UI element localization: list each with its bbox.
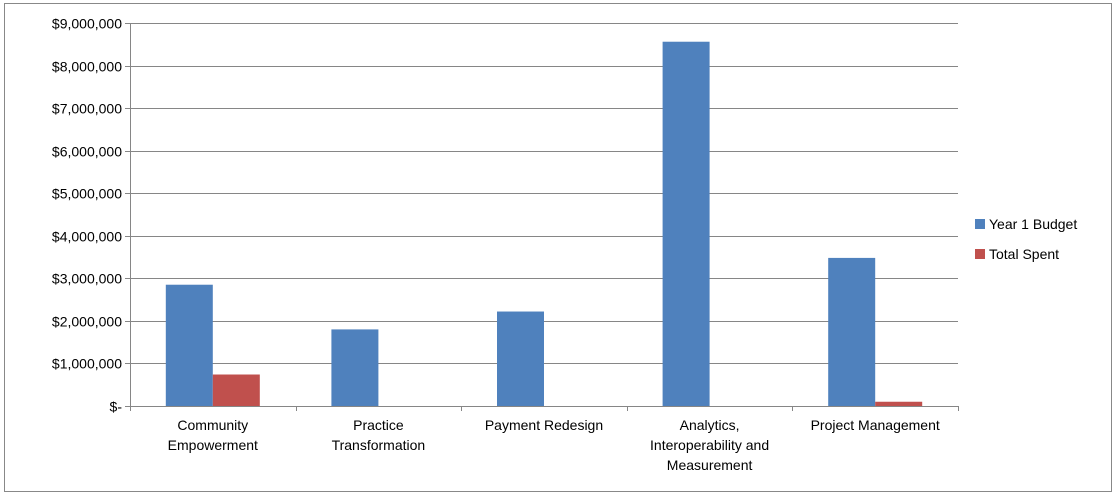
- legend-label: Year 1 Budget: [989, 216, 1077, 232]
- legend-label: Total Spent: [989, 246, 1059, 262]
- x-category-label: Project Management: [811, 417, 940, 433]
- x-category-label-line: Transformation: [332, 437, 426, 453]
- x-category-label: Payment Redesign: [485, 417, 603, 433]
- y-tick-label: $8,000,000: [52, 59, 122, 75]
- y-tick-label: $7,000,000: [52, 101, 122, 117]
- x-category-label-line: Analytics,: [680, 417, 740, 433]
- bar: [165, 284, 213, 406]
- x-category-label-line: Practice: [353, 417, 404, 433]
- y-axis: $- $1,000,000 $2,000,000 $3,000,000 $4,000,0…: [52, 16, 131, 415]
- x-category-label-line: Payment Redesign: [485, 417, 603, 433]
- x-category-label-line: Empowerment: [168, 437, 258, 453]
- y-tick-label: $4,000,000: [52, 229, 122, 245]
- y-tick-label: $1,000,000: [52, 356, 122, 372]
- x-category-label: Analytics, Interoperability and Measuremen…: [650, 417, 769, 473]
- legend-swatch: [975, 249, 985, 259]
- x-category-label: Practice Transformation: [332, 417, 426, 453]
- legend-swatch: [975, 219, 985, 229]
- x-category-label-line: Project Management: [811, 417, 940, 433]
- chart-frame: [4, 3, 1112, 492]
- x-category-label-line: Community: [177, 417, 248, 433]
- bar: [212, 374, 260, 406]
- x-category-label: Community Empowerment: [168, 417, 258, 453]
- y-tick-label: $5,000,000: [52, 186, 122, 202]
- x-axis: Community Empowerment Practice Transformati…: [130, 406, 959, 473]
- gridlines: [130, 23, 958, 364]
- bars: [165, 41, 923, 406]
- bar: [497, 311, 544, 406]
- y-tick-label: $3,000,000: [52, 271, 122, 287]
- bar: [875, 401, 923, 406]
- x-category-label-line: Interoperability and: [650, 437, 769, 453]
- y-tick-label: $9,000,000: [52, 16, 122, 32]
- legend: Year 1 Budget Total Spent: [975, 216, 1077, 262]
- y-tick-label: $-: [110, 399, 123, 415]
- bar: [662, 41, 710, 406]
- bar: [331, 329, 379, 406]
- bar: [828, 257, 876, 406]
- y-tick-label: $6,000,000: [52, 144, 122, 160]
- x-category-label-line: Measurement: [667, 457, 753, 473]
- y-tick-label: $2,000,000: [52, 314, 122, 330]
